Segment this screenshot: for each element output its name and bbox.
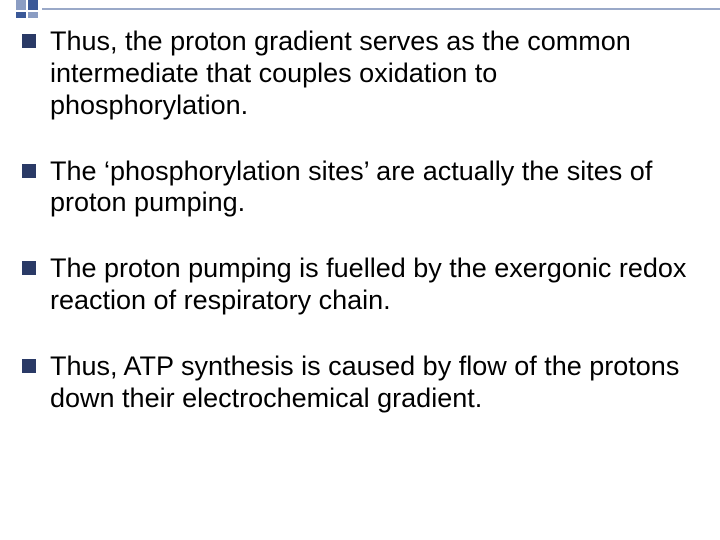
slide-header-decoration [0, 0, 720, 18]
square-bullet-icon [22, 164, 36, 178]
bullet-text: The ‘phosphorylation sites’ are actually… [50, 156, 702, 220]
list-item: The ‘phosphorylation sites’ are actually… [22, 156, 702, 220]
slide-body: Thus, the proton gradient serves as the … [22, 26, 702, 530]
list-item: Thus, ATP synthesis is caused by flow of… [22, 351, 702, 415]
bullet-text: Thus, the proton gradient serves as the … [50, 26, 702, 122]
list-item: The proton pumping is fuelled by the exe… [22, 253, 702, 317]
square-bullet-icon [22, 34, 36, 48]
square-bullet-icon [22, 261, 36, 275]
bullet-text: Thus, ATP synthesis is caused by flow of… [50, 351, 702, 415]
list-item: Thus, the proton gradient serves as the … [22, 26, 702, 122]
bullet-text: The proton pumping is fuelled by the exe… [50, 253, 702, 317]
square-bullet-icon [22, 359, 36, 373]
